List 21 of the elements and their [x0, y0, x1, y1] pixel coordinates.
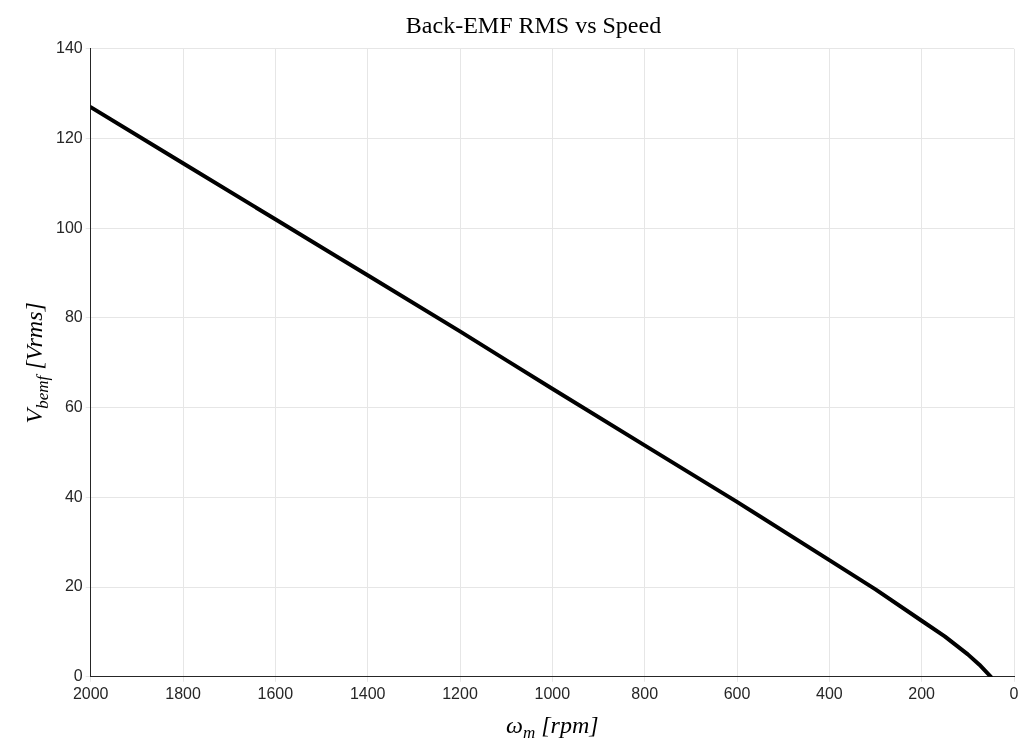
y-tick-label: 100: [55, 218, 83, 236]
y-tick-label: 60: [64, 398, 83, 416]
x-tick-label: 800: [631, 684, 659, 702]
x-tick-label: 1200: [442, 684, 478, 702]
x-tick-label: 200: [908, 684, 936, 702]
x-tick-label: 1000: [534, 684, 571, 702]
x-tick-label: 0: [1009, 684, 1019, 702]
x-tick-label: 1800: [165, 684, 201, 702]
y-tick-label: 0: [73, 667, 83, 685]
x-tick-label: 2000: [72, 684, 109, 702]
y-tick-label: 140: [55, 39, 83, 57]
y-tick-label: 80: [64, 308, 83, 326]
x-tick-label: 1400: [349, 684, 386, 702]
x-tick-label: 600: [723, 684, 751, 702]
y-axis-title: Vbemf [Vrms]: [21, 302, 52, 424]
y-tick-label: 120: [55, 128, 83, 146]
x-tick-label: 1600: [257, 684, 294, 702]
y-tick-label: 20: [64, 577, 83, 595]
chart-title: Back-EMF RMS vs Speed: [405, 11, 662, 38]
y-tick-label: 40: [64, 487, 83, 505]
x-tick-label: 400: [815, 684, 843, 702]
